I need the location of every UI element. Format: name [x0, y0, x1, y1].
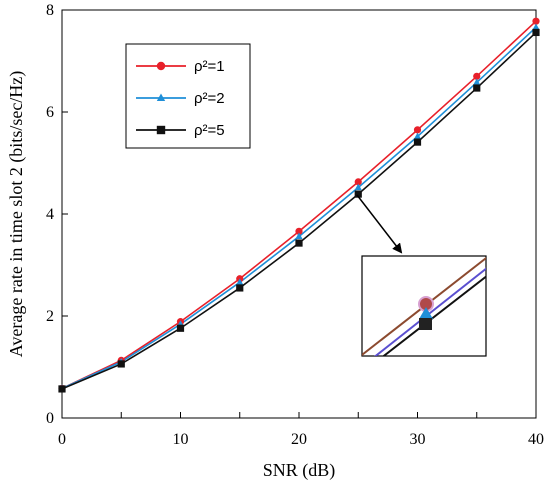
zoom-arrow: [356, 194, 403, 254]
zoom-inset: [361, 255, 487, 357]
data-point: [473, 84, 481, 92]
legend-label: ρ²=1: [194, 58, 225, 75]
legend: ρ²=1 ρ²=2 ρ²=5: [125, 43, 251, 149]
legend-label: ρ²=5: [194, 122, 225, 139]
data-point: [473, 78, 481, 86]
data-point: [473, 72, 481, 80]
data-point: [58, 385, 66, 393]
legend-marker: [156, 61, 166, 71]
y-tick-label: 8: [46, 2, 54, 19]
data-point: [532, 28, 540, 37]
data-point: [413, 138, 422, 146]
y-tick-label: 0: [46, 410, 54, 427]
data-point: [295, 227, 303, 235]
legend-marker: [156, 93, 166, 102]
data-point: [532, 17, 540, 25]
data-point: [295, 232, 303, 240]
y-tick-label: 4: [46, 206, 54, 223]
inset-line-3: [382, 275, 486, 356]
data-point: [354, 190, 362, 198]
inset-line-2: [373, 267, 486, 356]
x-tick-label: 0: [58, 431, 66, 448]
data-point: [236, 284, 244, 292]
data-point: [413, 126, 422, 134]
data-point: [295, 239, 303, 247]
y-tick-label: 6: [46, 104, 54, 121]
data-point: [532, 23, 540, 30]
y-axis-title: Average rate in time slot 2 (bits/sec/Hz…: [6, 71, 27, 358]
data-point: [413, 132, 422, 140]
legend-label: ρ²=2: [194, 90, 225, 107]
x-tick-label: 20: [291, 431, 307, 448]
data-point: [236, 278, 244, 285]
x-tick-label: 40: [528, 431, 544, 448]
x-tick-label: 10: [173, 431, 189, 448]
inset-marker-rho5: [419, 318, 432, 330]
y-tick-label: 2: [46, 308, 54, 325]
legend-box: [125, 43, 251, 149]
data-point: [354, 183, 362, 191]
data-point: [176, 324, 185, 332]
legend-marker: [156, 125, 166, 135]
inset-marker-rho2: [419, 307, 433, 319]
x-tick-label: 30: [410, 431, 426, 448]
x-axis-title: SNR (dB): [263, 460, 336, 481]
data-point: [117, 360, 125, 368]
data-point: [354, 178, 362, 186]
